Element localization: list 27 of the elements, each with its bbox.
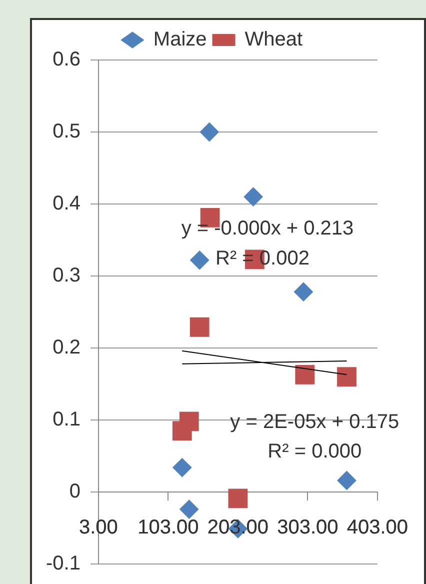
y-tick-label: 0 (69, 480, 80, 503)
point (244, 187, 263, 206)
x-tick-label: 403.00 (346, 516, 408, 539)
point (190, 250, 210, 270)
y-tick-label: 0.2 (52, 336, 80, 359)
y-tick-label: 0.5 (52, 120, 80, 143)
x-tick-label: 103.00 (138, 516, 199, 539)
point (337, 367, 356, 386)
annotation: y = 2E-05x + 0.175 (230, 410, 400, 433)
y-tick-label: 0.6 (52, 48, 80, 71)
point (190, 317, 210, 337)
y-tick-label: 0.4 (52, 192, 80, 215)
point (172, 421, 192, 440)
point (295, 364, 315, 384)
point (294, 282, 313, 302)
point (180, 500, 199, 519)
point (172, 458, 192, 478)
point (337, 470, 356, 490)
y-tick-label: -0.1 (46, 552, 80, 575)
x-tick-label: 303.00 (277, 516, 338, 539)
y-tick-label: 0.3 (52, 264, 80, 287)
legend-label: Wheat (244, 28, 304, 51)
y-tick-label: 0.1 (52, 408, 80, 431)
annotation: R² = 0.000 (268, 440, 362, 463)
point (228, 488, 248, 508)
point (200, 122, 219, 142)
legend-label: Maize (153, 28, 207, 51)
